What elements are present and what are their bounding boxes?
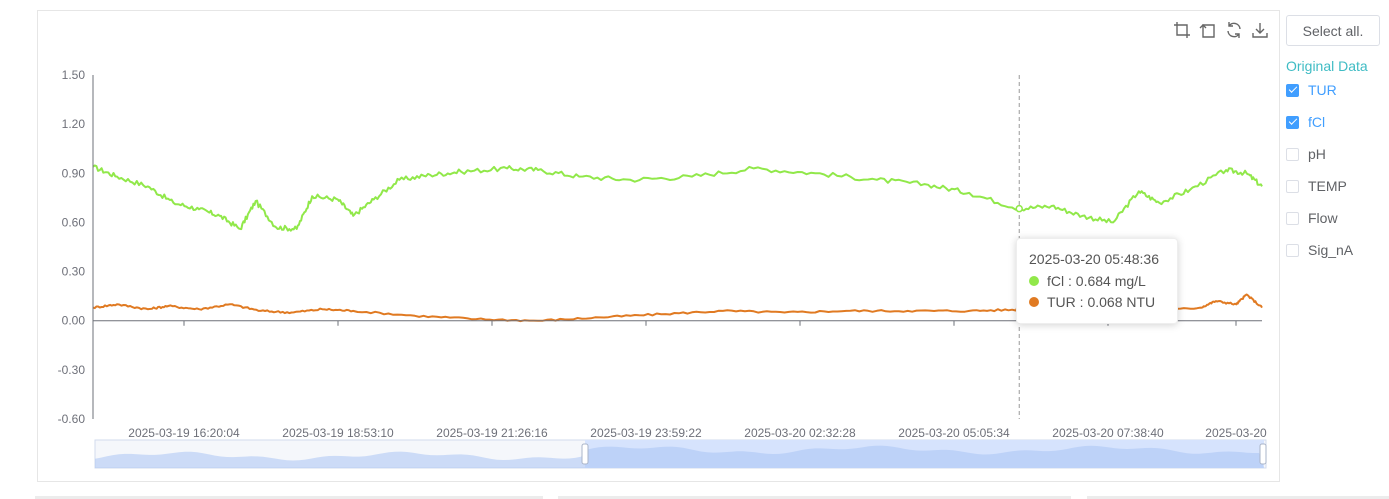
y-tick-label: 0.00 [62, 314, 86, 328]
chart-tooltip: 2025-03-20 05:48:36 fCl : 0.684 mg/L TUR… [1016, 238, 1178, 324]
y-tick-label: 0.60 [62, 215, 86, 229]
y-tick-label: 0.30 [62, 265, 86, 279]
x-tick-label: 2025-03-19 18:53:10 [282, 426, 394, 440]
y-tick-label: -0.30 [58, 363, 86, 377]
tooltip-tur-value: TUR : 0.068 NTU [1047, 293, 1156, 310]
series-line-fcl [92, 164, 1263, 232]
zoom-reset-icon[interactable] [1198, 20, 1218, 40]
x-tick-label: 2025-03-20 05:05:34 [898, 426, 1010, 440]
series-option-flow[interactable]: Flow [1286, 202, 1386, 234]
zoom-handle-left[interactable] [581, 443, 589, 465]
series-option-label: Sig_nA [1308, 242, 1354, 258]
series-checkbox[interactable] [1286, 147, 1299, 161]
series-checkbox[interactable] [1286, 211, 1299, 225]
cursor-point-fcl [1015, 204, 1023, 213]
tooltip-time: 2025-03-20 05:48:36 [1029, 251, 1159, 267]
series-checkbox[interactable] [1286, 83, 1299, 97]
series-checkbox[interactable] [1286, 243, 1299, 257]
x-tick-label: 2025-03-19 21:26:16 [436, 426, 548, 440]
zoom-handle-right[interactable] [1259, 443, 1267, 465]
series-option-label: pH [1308, 146, 1326, 162]
bottom-panel-edge [1087, 496, 1389, 499]
series-checkbox[interactable] [1286, 115, 1299, 129]
x-tick-label: 2025-03-19 23:59:22 [590, 426, 702, 440]
x-tick-label: 2025-03-20 07:38:40 [1052, 426, 1164, 440]
y-tick-label: 1.50 [62, 68, 86, 82]
tooltip-row-fcl: fCl : 0.684 mg/L [1029, 270, 1165, 291]
series-option-label: TEMP [1308, 178, 1347, 194]
series-sidebar: Select all. Original Data TUR fCl pH TEMP Fl… [1286, 15, 1386, 266]
series-option-fcl[interactable]: fCl [1286, 106, 1386, 138]
select-all-button[interactable]: Select all. [1286, 15, 1380, 46]
tooltip-fcl-value: fCl : 0.684 mg/L [1047, 272, 1146, 289]
zoom-slider-preview [95, 445, 1264, 468]
series-option-tur[interactable]: TUR [1286, 74, 1386, 106]
sidebar-title: Original Data [1286, 58, 1368, 74]
x-tick-label: 2025-03-19 16:20:04 [128, 426, 240, 440]
series-option-ph[interactable]: pH [1286, 138, 1386, 170]
x-tick-label: 2025-03-20 02:32:28 [744, 426, 856, 440]
download-icon[interactable] [1250, 20, 1270, 40]
bottom-panel-edge [35, 496, 543, 499]
series-option-label: fCl [1308, 114, 1326, 130]
tur-legend-dot [1029, 296, 1039, 307]
series-option-sig_na[interactable]: Sig_nA [1286, 234, 1386, 266]
series-option-temp[interactable]: TEMP [1286, 170, 1386, 202]
series-option-label: Flow [1308, 210, 1338, 226]
line-chart: 1.50 1.20 0.90 0.60 0.30 0.00 -0.30 -0.60 2025-0… [58, 68, 1267, 469]
x-tick-label: 2025-03-20 [1205, 426, 1267, 440]
y-tick-label: 0.90 [62, 166, 86, 180]
y-tick-label: -0.60 [58, 412, 86, 426]
y-tick-label: 1.20 [62, 117, 86, 131]
fcl-legend-dot [1029, 275, 1039, 286]
series-option-label: TUR [1308, 82, 1337, 98]
bottom-panel-edge [558, 496, 1071, 499]
tooltip-row-tur: TUR : 0.068 NTU [1029, 291, 1165, 312]
restore-icon[interactable] [1224, 20, 1244, 40]
zoom-select-icon[interactable] [1172, 20, 1192, 40]
series-checkbox[interactable] [1286, 179, 1299, 193]
chart-toolbox [1172, 20, 1270, 40]
